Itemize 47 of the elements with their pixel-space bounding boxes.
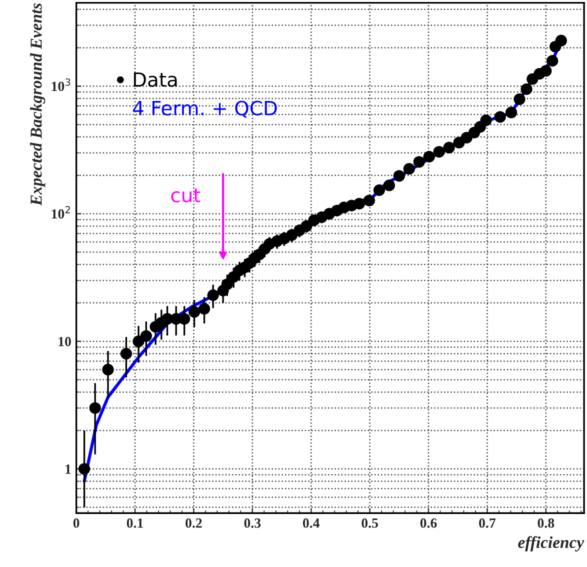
point — [505, 106, 518, 118]
point — [300, 220, 312, 232]
point — [546, 55, 558, 67]
x-axis-title: efficiency — [518, 536, 584, 552]
x-tick-label: 0.8 — [538, 518, 554, 528]
point — [540, 65, 552, 77]
x-tick-label: 0 — [73, 518, 80, 528]
point — [78, 463, 90, 475]
point — [178, 313, 190, 325]
x-tick-label: 0.6 — [420, 518, 437, 528]
point — [373, 184, 386, 196]
point — [120, 348, 132, 360]
point — [423, 150, 435, 163]
point — [514, 93, 526, 106]
x-tick-label: 0.4 — [302, 518, 320, 528]
y-tick-label: 10 — [58, 336, 71, 346]
x-tick-label: 0.2 — [186, 518, 202, 528]
point — [433, 146, 445, 158]
point — [383, 180, 395, 192]
point — [140, 330, 152, 342]
point — [555, 34, 567, 46]
point — [221, 278, 233, 290]
point — [494, 111, 506, 123]
x-tick-label: 0.1 — [126, 518, 143, 528]
y-axis-title: Expected Background Events — [30, 3, 46, 206]
y-tick-label: 1 — [66, 464, 71, 474]
point — [102, 364, 114, 376]
point — [480, 114, 492, 126]
x-tick-label: 0.5 — [362, 518, 378, 528]
annotation: cut — [171, 188, 200, 202]
point — [363, 194, 376, 206]
point — [207, 289, 219, 301]
point — [520, 83, 532, 95]
point — [393, 170, 405, 182]
point — [443, 142, 455, 154]
point — [89, 402, 101, 414]
point — [188, 306, 200, 318]
point — [403, 163, 415, 175]
point — [353, 198, 366, 210]
point — [198, 302, 210, 315]
legend-label: Data — [134, 72, 177, 87]
x-tick-label: 0.7 — [479, 518, 496, 528]
text: 4 Ferm. + QCD — [133, 100, 277, 118]
y-tick-label: 10$^{3}$ — [52, 78, 70, 92]
x-tick-label: 0.3 — [244, 518, 261, 528]
y-tick-label: 10$^{2}$ — [52, 206, 70, 219]
point — [413, 156, 425, 168]
